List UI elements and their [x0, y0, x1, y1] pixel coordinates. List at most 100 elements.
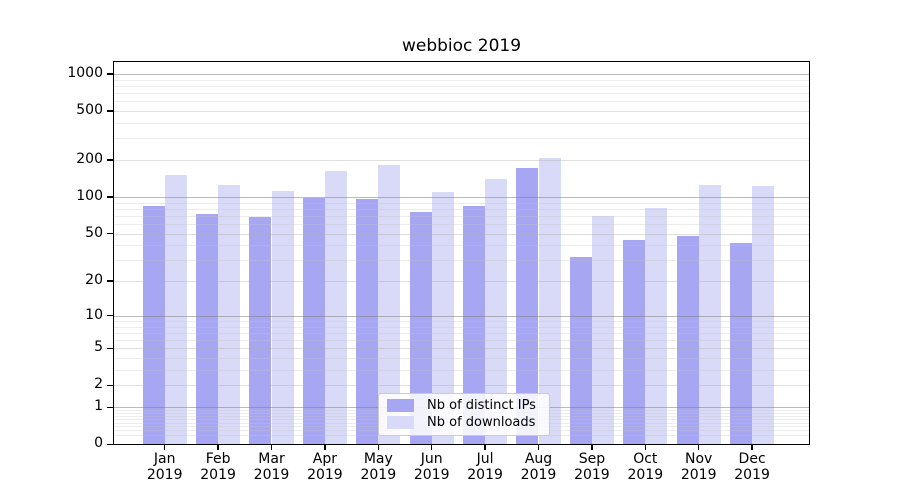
- gridline-minor: [113, 85, 810, 87]
- gridline-minor: [113, 332, 810, 334]
- bar-downloads-oct: [645, 208, 668, 445]
- bar-distinct-ips-nov: [676, 235, 699, 445]
- x-tick-mark: [431, 444, 433, 450]
- gridline-major: [113, 111, 810, 113]
- x-tick-label: Jan 2019: [146, 451, 183, 483]
- y-tick-label: 5: [94, 339, 103, 356]
- y-tick-label: 50: [85, 224, 103, 241]
- gridline-major: [113, 233, 810, 235]
- gridline-minor: [113, 215, 810, 217]
- bar-distinct-ips-jul: [462, 206, 486, 445]
- gridline-minor: [113, 123, 810, 125]
- x-tick-label: Sep 2019: [574, 451, 610, 483]
- gridline-major: [113, 385, 810, 387]
- y-tick-label: 20: [85, 272, 103, 289]
- y-tick-label: 1: [94, 398, 103, 415]
- legend-swatch-ips: [387, 399, 414, 413]
- bar-downloads-nov: [698, 184, 721, 445]
- y-tick-mark: [106, 443, 113, 445]
- y-tick-mark: [106, 159, 113, 161]
- y-tick-mark: [106, 406, 113, 408]
- gridline-major: [113, 281, 810, 283]
- bar-downloads-aug: [538, 157, 561, 445]
- y-tick-label: 2: [94, 376, 103, 393]
- bar-downloads-mar: [271, 191, 294, 445]
- y-tick-mark: [106, 196, 113, 198]
- gridline-minor: [113, 202, 810, 204]
- x-tick-label: Nov 2019: [680, 451, 717, 483]
- y-tick-mark: [106, 315, 113, 317]
- y-tick-label: 1000: [67, 65, 103, 82]
- bar-distinct-ips-oct: [623, 240, 646, 445]
- bar-distinct-ips-mar: [249, 216, 272, 445]
- bar-downloads-jun: [431, 191, 454, 445]
- x-tick-label: May 2019: [360, 451, 397, 483]
- x-tick-mark: [591, 444, 593, 450]
- bar-distinct-ips-feb: [195, 214, 219, 445]
- chart-title: webbioc 2019: [401, 36, 522, 56]
- x-tick-mark: [751, 444, 753, 450]
- bar-downloads-may: [378, 165, 401, 445]
- bar-distinct-ips-apr: [302, 198, 325, 445]
- bar-distinct-ips-sep: [569, 256, 592, 445]
- gridline-major: [113, 348, 810, 350]
- gridline-minor: [113, 208, 810, 210]
- bar-distinct-ips-may: [356, 199, 379, 445]
- x-tick-mark: [484, 444, 486, 450]
- x-tick-label: Jul 2019: [467, 451, 503, 483]
- x-tick-label: Apr 2019: [307, 451, 343, 483]
- gridline-minor: [113, 340, 810, 342]
- gridline-major: [113, 74, 810, 76]
- x-tick-label: Dec 2019: [734, 451, 770, 483]
- y-tick-mark: [106, 280, 113, 282]
- legend-entry-downloads: Nb of downloads: [387, 415, 541, 430]
- gridline-minor: [113, 326, 810, 328]
- y-tick-label: 10: [85, 306, 103, 323]
- gridline-minor: [113, 79, 810, 81]
- gridline-minor: [113, 370, 810, 371]
- x-tick-mark: [698, 444, 700, 450]
- x-tick-mark: [377, 444, 379, 450]
- legend-entry-ips: Nb of distinct IPs: [387, 398, 541, 413]
- legend-label-ips: Nb of distinct IPs: [427, 398, 536, 414]
- bar-distinct-ips-dec: [729, 242, 753, 445]
- gridline-major: [113, 315, 810, 317]
- gridline-minor: [113, 93, 810, 95]
- x-tick-label: Jun 2019: [413, 451, 450, 483]
- x-tick-mark: [324, 444, 326, 450]
- y-tick-label: 0: [94, 435, 103, 452]
- gridline-major: [113, 196, 810, 198]
- x-tick-label: Feb 2019: [200, 451, 236, 483]
- x-tick-mark: [270, 444, 273, 450]
- bar-distinct-ips-jan: [142, 206, 165, 445]
- x-tick-mark: [644, 444, 646, 450]
- y-tick-label: 100: [76, 187, 103, 204]
- y-tick-mark: [106, 232, 113, 235]
- legend: Nb of distinct IPs Nb of downloads: [378, 392, 550, 436]
- gridline-minor: [113, 138, 810, 140]
- y-tick-label: 500: [76, 102, 103, 119]
- bar-downloads-feb: [218, 185, 241, 445]
- y-tick-mark: [106, 384, 113, 387]
- legend-label-downloads: Nb of downloads: [427, 414, 536, 430]
- bar-downloads-jul: [485, 179, 508, 445]
- legend-swatch-downloads: [387, 415, 414, 429]
- gridline-minor: [113, 101, 810, 103]
- x-tick-label: Mar 2019: [253, 451, 290, 483]
- y-tick-label: 200: [76, 151, 103, 168]
- x-tick-mark: [537, 444, 540, 450]
- gridline-minor: [113, 320, 810, 322]
- plot-area: [113, 61, 810, 445]
- bar-distinct-ips-jun: [409, 211, 432, 445]
- x-tick-label: Oct 2019: [627, 451, 664, 483]
- gridline-minor: [113, 245, 810, 247]
- y-tick-mark: [106, 110, 113, 112]
- bar-downloads-dec: [752, 185, 775, 445]
- gridline-minor: [113, 223, 810, 225]
- y-tick-mark: [106, 347, 113, 349]
- gridline-minor: [113, 358, 810, 360]
- bar-distinct-ips-aug: [516, 167, 539, 445]
- y-tick-mark: [106, 73, 113, 75]
- x-tick-label: Aug 2019: [520, 451, 557, 483]
